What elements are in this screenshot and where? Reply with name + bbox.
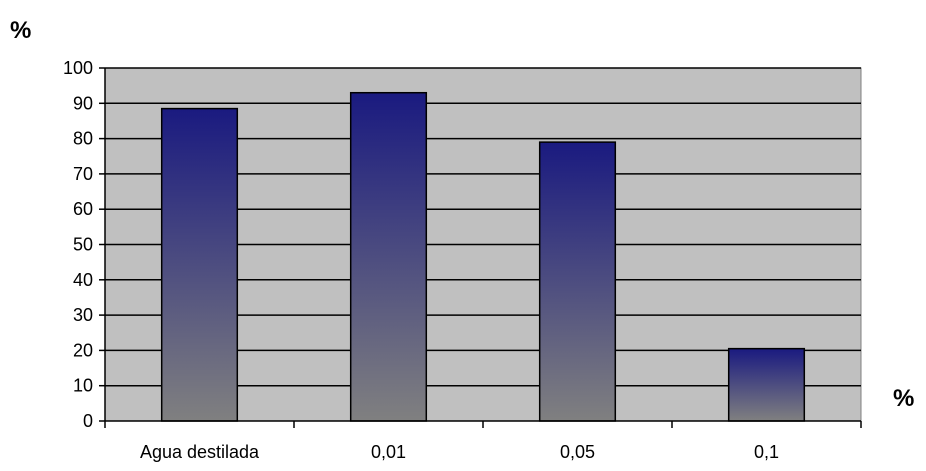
y-tick-label: 60 — [73, 199, 93, 219]
y-tick-label: 0 — [83, 411, 93, 431]
bar — [727, 347, 806, 422]
x-axis-title: % — [893, 385, 914, 412]
y-tick-labels: 0 10 20 30 40 50 60 70 80 90 100 — [63, 58, 93, 431]
y-tick-label: 50 — [73, 235, 93, 255]
y-tick-label: 20 — [73, 340, 93, 360]
y-tick-label: 70 — [73, 164, 93, 184]
y-axis-title: % — [10, 17, 31, 44]
y-tick-label: 40 — [73, 270, 93, 290]
x-tick-label: 0,01 — [371, 442, 406, 462]
bar — [349, 91, 428, 422]
x-tick-label: Agua destilada — [140, 442, 260, 462]
x-tick-label: 0,1 — [754, 442, 779, 462]
y-tick-label: 30 — [73, 305, 93, 325]
y-tick-label: 10 — [73, 376, 93, 396]
bar — [538, 141, 617, 422]
axes — [99, 67, 862, 428]
bar — [160, 107, 239, 422]
x-tick-label: 0,05 — [560, 442, 595, 462]
x-tick-labels: Agua destilada 0,01 0,05 0,1 — [140, 442, 779, 462]
y-tick-label: 80 — [73, 129, 93, 149]
y-tick-label: 90 — [73, 93, 93, 113]
y-tick-label: 100 — [63, 58, 93, 78]
